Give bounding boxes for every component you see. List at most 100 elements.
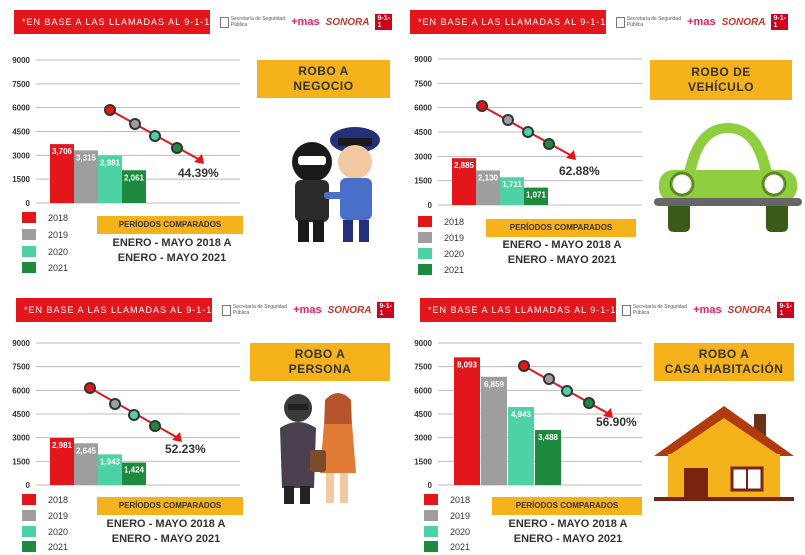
date-range-line-1: ENERO - MAYO 2018 A (112, 237, 232, 249)
date-range: ENERO - MAYO 2018 A ENERO - MAYO 2021 (80, 517, 252, 547)
chart-title: ROBO DE VEHÍCULO (650, 60, 792, 100)
legend-item-2020: 2020 (418, 248, 464, 259)
mas-logo: +mas (687, 16, 716, 28)
bar-value-label: 1,943 (100, 457, 121, 466)
bar-2018 (50, 437, 74, 485)
chart-title-line-2: CASA HABITACIÓN (664, 362, 784, 376)
chart-title-line-1: ROBO A (298, 64, 349, 78)
bar-2020 (500, 177, 524, 205)
bar-value-label: 3,315 (76, 153, 97, 162)
y-tick-label: 3000 (12, 151, 30, 160)
trend-arrow-icon (603, 408, 613, 418)
y-tick-label: 1500 (12, 457, 30, 466)
911-logo: 9-1-1 (375, 14, 392, 30)
y-tick-label: 1500 (414, 457, 432, 466)
ssp-logo: Secretaría de Seguridad Pública (622, 304, 687, 316)
chart-title-line-1: ROBO A (698, 347, 750, 361)
ssp-logo: Secretaría de Seguridad Pública (616, 16, 681, 28)
trend-dot (151, 422, 159, 430)
y-tick-label: 3000 (12, 434, 30, 443)
seal-icon (222, 304, 231, 316)
legend-item-2021: 2021 (418, 264, 464, 275)
trend-dot (545, 375, 553, 383)
date-range-line-1: ENERO - MAYO 2018 A (502, 239, 622, 251)
bar-2021 (122, 462, 146, 485)
mugging-illustration (270, 388, 365, 508)
chart: 0 1500 3000 4500 6000 7500 9000 2,8852,1301,711… (414, 55, 642, 210)
bar-value-label: 2,885 (454, 161, 475, 170)
911-logo: 9-1-1 (377, 302, 394, 318)
trend-arrow-icon (194, 154, 204, 164)
trend-dot (504, 116, 512, 124)
chart-title-line-2: VEHÍCULO (687, 80, 754, 94)
trend-dot (563, 387, 571, 395)
bar-value-label: 1,071 (526, 191, 547, 200)
bar-value-label: 2,981 (52, 441, 73, 450)
bar-value-label: 8,093 (457, 360, 478, 369)
date-range: ENERO - MAYO 2018 A ENERO - MAYO 2021 (86, 236, 258, 266)
bar-value-label: 2,130 (478, 173, 499, 182)
trend-dot (520, 362, 528, 370)
911-logo: 9-1-1 (777, 302, 794, 318)
chart-title: ROBO A NEGOCIO (257, 60, 390, 98)
bar-value-label: 4,943 (511, 410, 532, 419)
banner: *EN BASE A LAS LLAMADAS AL 9-1-1 (16, 298, 212, 322)
date-range-line-1: ENERO - MAYO 2018 A (508, 518, 628, 530)
panel-robo-persona: *EN BASE A LAS LLAMADAS AL 9-1-1 Secreta… (0, 278, 402, 555)
trend-dot (130, 411, 138, 419)
legend-item-2018: 2018 (22, 212, 68, 223)
trend-dot (111, 400, 119, 408)
ssp-logo: Secretaría de Seguridad Pública (220, 16, 285, 28)
logos: Secretaría de Seguridad Pública +mas SON… (622, 298, 794, 322)
legend-item-2018: 2018 (22, 494, 68, 505)
bar-value-label: 2,645 (76, 446, 97, 455)
logos: Secretaría de Seguridad Pública +mas SON… (616, 10, 788, 34)
periods-label: PERÍODOS COMPARADOS (486, 219, 636, 237)
bar-value-label: 3,488 (538, 433, 559, 442)
y-tick-label: 9000 (12, 56, 30, 65)
bar-2019 (481, 376, 507, 485)
legend-item-2018: 2018 (424, 494, 470, 505)
trend-dot (585, 399, 593, 407)
sonora-logo: SONORA (327, 304, 372, 316)
trend-dot (131, 120, 139, 128)
y-tick-label: 6000 (12, 104, 30, 113)
y-tick-label: 1500 (414, 177, 432, 186)
banner: *EN BASE A LAS LLAMADAS AL 9-1-1 (410, 10, 606, 34)
trend-dot (151, 132, 159, 140)
bar-2018 (452, 158, 476, 205)
sonora-logo: SONORA (727, 304, 772, 316)
legend-item-2020: 2020 (22, 526, 68, 537)
y-tick-label: 3000 (414, 152, 432, 161)
y-tick-label: 7500 (414, 363, 432, 372)
bar-2020 (98, 155, 122, 203)
trend-arrow-icon (566, 150, 576, 160)
bar-value-label: 3,706 (52, 147, 73, 156)
y-tick-label: 0 (26, 481, 31, 490)
seal-icon (220, 16, 229, 28)
y-tick-label: 0 (428, 201, 433, 210)
bar-value-label: 6,859 (484, 380, 505, 389)
car-illustration (654, 118, 802, 238)
sonora-logo: SONORA (721, 16, 766, 28)
chart-title-line-2: PERSONA (288, 362, 352, 376)
bar-2019 (74, 150, 98, 203)
chart-title: ROBO A CASA HABITACIÓN (654, 343, 794, 381)
date-range-line-2: ENERO - MAYO 2021 (507, 254, 617, 266)
y-tick-label: 9000 (414, 339, 432, 348)
date-range-line-2: ENERO - MAYO 2021 (513, 533, 623, 545)
date-range-line-1: ENERO - MAYO 2018 A (106, 518, 226, 530)
bar-2021 (122, 170, 146, 203)
911-logo: 9-1-1 (771, 14, 788, 30)
robbery-illustration (280, 120, 395, 245)
bar-2021 (535, 429, 561, 485)
mas-logo: +mas (291, 16, 320, 28)
bar-2020 (98, 454, 122, 485)
chart: 0 1500 3000 4500 6000 7500 9000 3,7063,3152,981… (12, 56, 240, 208)
y-tick-label: 3000 (414, 434, 432, 443)
y-tick-label: 7500 (12, 363, 30, 372)
trend-arrow-icon (172, 432, 182, 442)
bar-value-label: 2,981 (100, 159, 121, 168)
chart-title-line-1: ROBO A (294, 347, 346, 361)
panel-robo-vehiculo: *EN BASE A LAS LLAMADAS AL 9-1-1 Secreta… (402, 0, 804, 277)
